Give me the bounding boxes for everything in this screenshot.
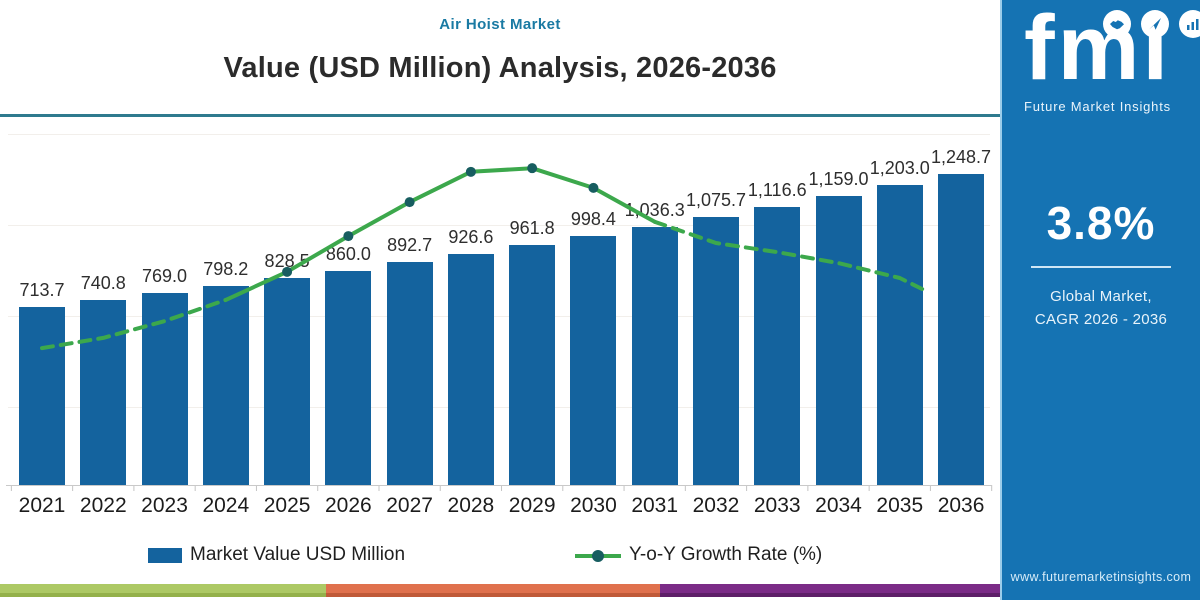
x-axis-label-2024: 2024: [202, 494, 250, 517]
bar-2036: [938, 173, 985, 485]
cagr-value: 3.8%: [1046, 197, 1156, 249]
bar-2028: [447, 253, 494, 485]
bar-2023: [141, 293, 188, 485]
growth-line-marker-2026: [343, 231, 354, 242]
legend: Market Value USD Million Y-o-Y Growth Ra…: [0, 544, 1000, 572]
bar-value-label-2031: 1,036.3: [624, 199, 685, 220]
bar-value-label-2030: 998.4: [570, 209, 616, 230]
cagr-stat-block: 3.8% Global Market, CAGR 2026 - 2036: [1002, 196, 1200, 331]
growth-line-marker-2028: [465, 166, 476, 177]
bar-value-label-2026: 860.0: [325, 243, 371, 264]
x-axis-label-2036: 2036: [937, 494, 985, 517]
logo-badge-2: [1141, 10, 1169, 38]
bar-2032: [692, 216, 739, 485]
line-marker-swatch-icon: [575, 549, 621, 562]
paper-plane-icon: [1149, 18, 1161, 30]
bar-value-label-2027: 892.7: [387, 235, 433, 256]
x-axis-label-2028: 2028: [447, 494, 495, 517]
bar-value-label-2025: 828.5: [264, 251, 310, 272]
x-axis-label-2025: 2025: [263, 494, 311, 517]
cagr-caption-line2: CAGR 2026 - 2036: [1034, 310, 1168, 328]
bar-value-label-2032: 1,075.7: [685, 189, 746, 210]
x-axis-label-2034: 2034: [815, 494, 862, 517]
stat-divider: [1031, 266, 1171, 268]
bar-value-label-2022: 740.8: [80, 273, 126, 294]
plot-area: 713.7 740.8 769.0 798.2 828.5 860.0 892.7 926.6…: [0, 120, 1000, 491]
strip-segment-1: [0, 584, 326, 597]
legend-label: Market Value USD Million: [190, 544, 406, 565]
title-divider: [0, 114, 1000, 117]
website-link[interactable]: www.futuremarketinsights.com: [1010, 570, 1192, 584]
chart-kicker: Air Hoist Market: [439, 16, 561, 33]
handshake-icon: [1110, 20, 1124, 30]
bar-2029: [509, 245, 556, 485]
bar-value-label-2023: 769.0: [142, 266, 188, 287]
bar-value-label-2024: 798.2: [203, 259, 249, 279]
bar-2021: [19, 307, 65, 485]
cagr-caption-line1: Global Market,: [1050, 288, 1152, 305]
x-axis-label-2027: 2027: [386, 494, 433, 517]
growth-line-marker-2027: [404, 197, 415, 208]
bar-2025: [264, 278, 311, 485]
x-axis-label-2033: 2033: [753, 494, 801, 517]
brand-sidebar: fmi Future Market Insights 3.8% Global M…: [1000, 0, 1200, 600]
bar-swatch-icon: [148, 547, 182, 563]
bar-value-label-2033: 1,116.6: [747, 179, 807, 200]
x-axis-label-2031: 2031: [631, 494, 679, 517]
x-axis-label-2030: 2030: [570, 494, 617, 517]
legend-item-growth-rate: Y-o-Y Growth Rate (%): [575, 544, 822, 566]
bar-value-label-2028: 926.6: [448, 226, 494, 247]
chart-title: Value (USD Million) Analysis, 2026-2036: [223, 52, 777, 84]
growth-line-dashed-left: [40, 297, 228, 351]
strip-segment-3: [660, 584, 1000, 597]
chart-growth-icon: [1187, 19, 1199, 30]
legend-item-market-value: Market Value USD Million: [148, 544, 405, 566]
bar-2030: [570, 236, 617, 485]
x-axis-label-2023: 2023: [141, 494, 188, 517]
gridline: [8, 407, 990, 408]
bar-2026: [325, 270, 372, 485]
bar-value-label-2021: 713.7: [19, 280, 65, 301]
x-axis-label-2021: 2021: [18, 494, 66, 517]
logo-badge-1: [1103, 10, 1131, 38]
strip-segment-2: [326, 584, 660, 597]
bar-2027: [386, 262, 433, 485]
x-axis-label-2022: 2022: [79, 494, 127, 517]
gridline: [8, 134, 990, 135]
x-axis-label-2035: 2035: [876, 494, 924, 517]
growth-line-marker-2030: [588, 182, 599, 193]
legend-label: Y-o-Y Growth Rate (%): [629, 544, 823, 565]
logo-subtext: Future Market Insights: [1024, 99, 1171, 114]
bar-value-label-2034: 1,159.0: [808, 169, 869, 190]
bar-2031: [631, 226, 678, 485]
bar-2034: [815, 196, 862, 485]
cagr-caption: Global Market, CAGR 2026 - 2036: [1002, 286, 1200, 331]
logo-badge-3: [1179, 10, 1200, 38]
x-axis-line: [6, 485, 992, 486]
bar-value-label-2036: 1,248.7: [931, 146, 992, 167]
bar-value-label-2029: 961.8: [509, 218, 555, 239]
footer-color-strip: [0, 584, 1000, 597]
x-axis-label-2032: 2032: [692, 494, 740, 517]
bar-value-label-2035: 1,203.0: [869, 158, 930, 179]
bar-2033: [754, 206, 801, 485]
x-axis-label-2026: 2026: [324, 494, 372, 517]
bar-2022: [80, 300, 127, 485]
gridline: [8, 316, 990, 317]
x-axis-label-2029: 2029: [508, 494, 556, 517]
bar-2024: [202, 286, 249, 485]
growth-line-marker-2029: [527, 163, 538, 174]
bar-2035: [876, 185, 923, 485]
chart-panel: Air Hoist Market Value (USD Million) Ana…: [0, 16, 1000, 597]
